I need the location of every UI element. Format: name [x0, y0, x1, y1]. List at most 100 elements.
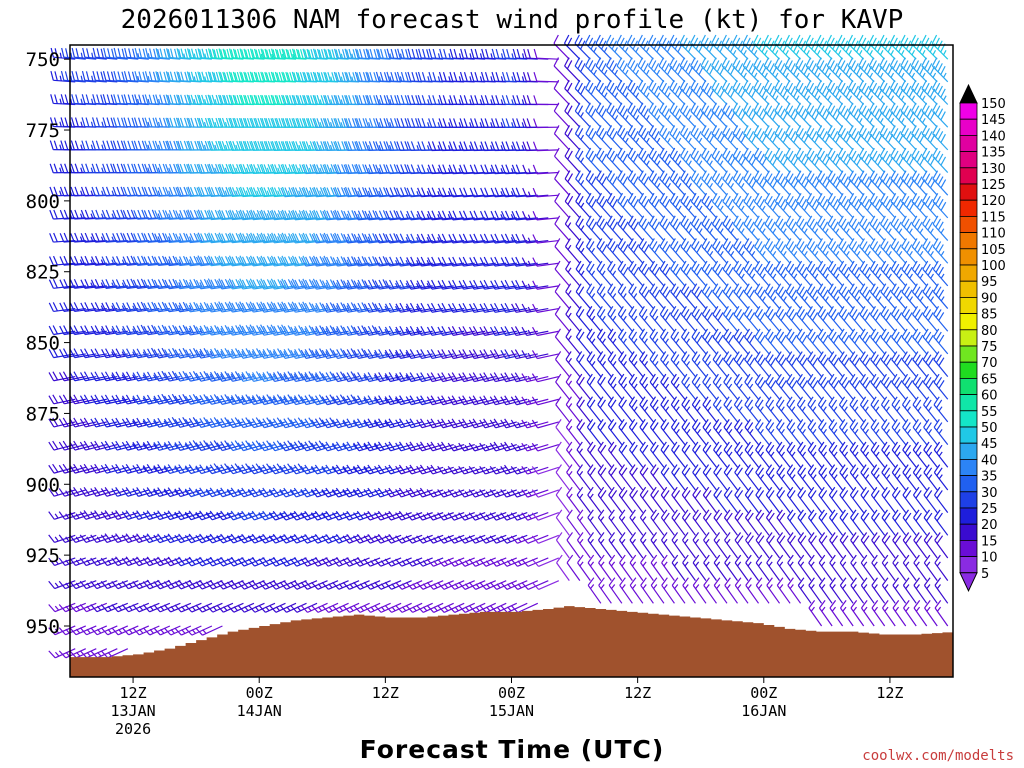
wind-barb-feather: [404, 95, 409, 105]
wind-barb-feather: [669, 57, 675, 67]
wind-barb-feather: [566, 82, 573, 92]
wind-barb-feather: [658, 57, 665, 67]
wind-barb-feather: [359, 48, 363, 59]
wind-barb-feather: [522, 95, 527, 105]
wind-barb-feather: [169, 71, 174, 81]
wind-barb-half-feather: [921, 50, 926, 56]
wind-barb-feather: [407, 71, 412, 82]
wind-barb-feather: [103, 47, 107, 58]
wind-barb-feather: [386, 48, 391, 59]
wind-barb-feather: [553, 57, 560, 67]
wind-barb-feather: [280, 118, 286, 128]
wind-barb-feather: [257, 95, 262, 105]
wind-barb-feather: [816, 57, 822, 67]
wind-barb-half-feather: [59, 75, 62, 81]
wind-barb-half-feather: [827, 95, 832, 101]
wind-barb-feather: [742, 57, 749, 67]
wind-barb-half-feather: [603, 92, 608, 98]
wind-barb-feather: [428, 48, 433, 59]
wind-barb-feather: [188, 49, 193, 59]
wind-barb-feather: [724, 60, 730, 70]
wind-barb-feather: [335, 49, 340, 59]
wind-barb-feather: [745, 60, 751, 70]
wind-barb-half-feather: [479, 76, 483, 82]
wind-barb-half-feather: [521, 122, 525, 128]
wind-barb-feather: [808, 82, 815, 92]
wind-barb-half-feather: [469, 53, 472, 59]
wind-barb-feather: [682, 60, 688, 70]
wind-barb-half-feather: [593, 47, 597, 53]
wind-barb-feather: [616, 57, 623, 67]
wind-barb-feather: [348, 48, 353, 59]
wind-barb-feather: [629, 60, 636, 70]
wind-barb-feather: [390, 95, 395, 105]
wind-barb-feather: [328, 49, 333, 60]
wind-barb-feather: [282, 118, 287, 128]
wind-barb-feather: [484, 72, 489, 82]
wind-barb-feather: [637, 102, 644, 112]
wind-barb-half-feather: [900, 50, 905, 56]
wind-barb-half-feather: [511, 76, 514, 82]
wind-barb-feather: [672, 105, 678, 115]
wind-barb-feather: [910, 79, 917, 89]
wind-barb-half-feather: [785, 72, 789, 78]
wind-barb-half-feather: [795, 95, 800, 101]
wind-barb-feather: [632, 85, 639, 95]
wind-barb-feather: [377, 49, 382, 59]
wind-barb-feather: [464, 48, 468, 59]
wind-barb-feather: [257, 117, 262, 128]
wind-barb-feather: [133, 117, 138, 127]
wind-barb-feather: [459, 95, 464, 105]
wind-barb-feather: [100, 94, 104, 104]
wind-barb-feather: [344, 71, 349, 82]
wind-barb-feather: [474, 48, 479, 59]
wind-barb-feather: [352, 49, 357, 59]
wind-barb-feather: [54, 48, 58, 58]
wind-barb-feather: [64, 117, 69, 127]
wind-barb-feather: [102, 117, 107, 127]
wind-barb-feather: [239, 71, 244, 82]
wind-barb-feather: [506, 48, 510, 59]
wind-barb-feather: [512, 71, 517, 82]
wind-barb-feather: [229, 117, 235, 128]
wind-barb-feather: [850, 60, 856, 70]
wind-barb-feather: [243, 94, 248, 105]
wind-barb-feather: [658, 102, 665, 112]
wind-barb-feather: [653, 63, 660, 73]
wind-barb-feather: [152, 94, 157, 105]
wind-barb-feather: [305, 118, 311, 128]
wind-barb-feather: [463, 72, 468, 82]
wind-barb-feather: [679, 102, 686, 112]
wind-barb-feather: [910, 57, 917, 67]
wind-barb-feather: [501, 118, 506, 128]
wind-barb-half-feather: [80, 121, 83, 127]
wind-barb-feather: [177, 94, 182, 105]
wind-barb-feather: [215, 48, 220, 59]
wind-barb-feather: [415, 49, 420, 59]
wind-barb-feather: [271, 118, 277, 128]
wind-barb-half-feather: [378, 99, 382, 105]
wind-barb-feather: [190, 117, 195, 128]
wind-barb-feather: [580, 85, 586, 95]
wind-barb-feather: [721, 79, 728, 89]
wind-barb-feather: [86, 48, 90, 58]
wind-barb-feather: [244, 72, 249, 82]
wind-barb-half-feather: [319, 122, 323, 128]
wind-barb-feather: [127, 71, 132, 81]
wind-barb-feather: [260, 48, 265, 59]
wind-barb-half-feather: [911, 72, 916, 78]
wind-barb-feather: [127, 117, 132, 127]
wind-barb-feather: [92, 71, 96, 81]
wind-barb-staff: [536, 80, 559, 83]
wind-barb-feather: [921, 79, 927, 89]
wind-barb-feather: [144, 117, 149, 127]
wind-barb-feather: [522, 118, 527, 128]
wind-barb-feather: [180, 71, 185, 82]
wind-barb-half-feather: [614, 69, 619, 75]
wind-barb-feather: [523, 48, 527, 59]
wind-barb-feather: [449, 118, 454, 128]
wind-barb-feather: [261, 95, 266, 105]
wind-barb-feather: [695, 63, 702, 73]
wind-barb-feather: [251, 95, 256, 105]
wind-barb-feather: [286, 49, 291, 59]
